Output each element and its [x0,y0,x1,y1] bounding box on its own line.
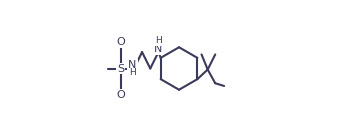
Text: H: H [155,36,162,45]
Text: S: S [117,64,125,73]
Text: N: N [154,44,163,54]
Text: N: N [128,60,137,70]
Text: O: O [116,90,125,99]
Text: H: H [129,68,136,77]
Text: O: O [116,38,125,47]
